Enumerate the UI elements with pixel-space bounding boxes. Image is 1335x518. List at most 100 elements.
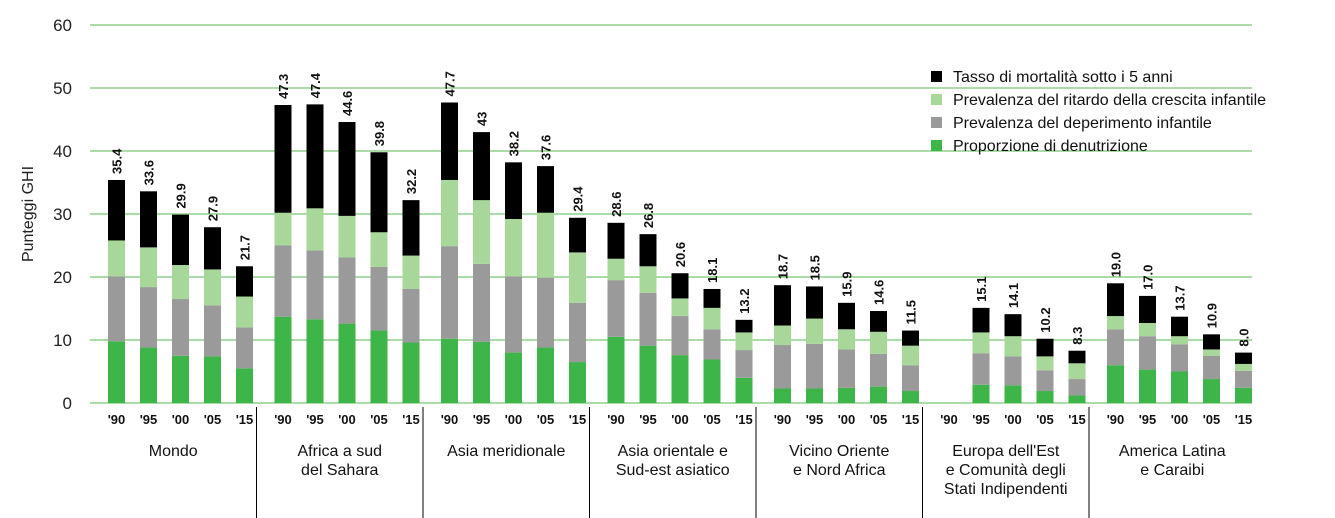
x-tick-label: '90 bbox=[1107, 412, 1125, 427]
bar-segment bbox=[607, 258, 625, 281]
bar-segment bbox=[639, 345, 657, 403]
bar-segment bbox=[639, 292, 657, 346]
x-tick-label: '00 bbox=[172, 412, 190, 427]
group-label: Asia orientale e bbox=[618, 443, 728, 460]
x-tick-label: '00 bbox=[505, 412, 523, 427]
bar-segment bbox=[172, 214, 189, 266]
x-tick-label: '15 bbox=[1235, 412, 1253, 427]
group-label: Stati Indipendenti bbox=[944, 481, 1068, 498]
bar-segment bbox=[537, 277, 554, 348]
bar-segment bbox=[774, 285, 791, 326]
y-tick-label: 30 bbox=[53, 205, 72, 224]
y-tick-label: 20 bbox=[53, 268, 72, 287]
bar-segment bbox=[735, 350, 753, 378]
bar-total-label: 28.6 bbox=[609, 192, 624, 217]
bar-segment bbox=[1203, 355, 1220, 380]
bar-segment bbox=[569, 252, 586, 303]
x-tick-label: '95 bbox=[1139, 412, 1157, 427]
legend-label: Tasso di mortalità sotto i 5 anni bbox=[953, 69, 1173, 86]
bar-total-label: 18.1 bbox=[705, 258, 720, 283]
bar-segment bbox=[274, 245, 292, 317]
bar-segment bbox=[140, 247, 157, 288]
bar-segment bbox=[1235, 363, 1252, 371]
legend-swatch bbox=[931, 94, 942, 105]
bar-segment bbox=[972, 353, 990, 385]
bar-segment bbox=[370, 152, 388, 233]
bar-segment bbox=[1004, 336, 1022, 357]
bar-segment bbox=[1036, 338, 1054, 357]
bar-segment bbox=[671, 273, 689, 299]
bar-segment bbox=[870, 353, 887, 387]
bar-segment bbox=[370, 232, 388, 267]
bar-total-label: 17.0 bbox=[1141, 265, 1156, 290]
bar-segment bbox=[140, 347, 157, 403]
bar-segment bbox=[1139, 295, 1156, 323]
bar-total-label: 35.4 bbox=[110, 148, 125, 174]
bar-segment bbox=[1004, 385, 1022, 403]
bar-segment bbox=[338, 257, 356, 324]
bar-segment bbox=[735, 319, 753, 333]
y-tick-label: 10 bbox=[53, 331, 72, 350]
bar-segment bbox=[607, 280, 625, 337]
bar-segment bbox=[204, 269, 221, 306]
bar-segment bbox=[607, 336, 625, 403]
bar-segment bbox=[473, 132, 490, 201]
bar-segment bbox=[838, 302, 855, 330]
bar-segment bbox=[236, 327, 253, 369]
x-tick-label: '90 bbox=[774, 412, 792, 427]
bar-segment bbox=[703, 359, 721, 403]
bar-segment bbox=[870, 311, 887, 332]
legend: Tasso di mortalità sotto i 5 anni Prevale… bbox=[931, 69, 1266, 155]
group-label: Sud-est asiatico bbox=[616, 462, 730, 479]
bar-segment bbox=[274, 316, 292, 403]
bar-segment bbox=[172, 355, 189, 403]
bar-segment bbox=[441, 246, 458, 339]
bar-total-label: 39.8 bbox=[372, 121, 387, 146]
bar-segment bbox=[774, 325, 791, 346]
bar-segment bbox=[441, 179, 458, 247]
y-axis-tick-labels: 0 10 20 30 40 50 60 bbox=[53, 16, 72, 413]
bar-segment bbox=[1235, 352, 1252, 364]
bar-segment bbox=[838, 329, 855, 350]
bar-segment bbox=[236, 296, 253, 328]
bar-segment bbox=[1107, 365, 1124, 403]
bar-total-label: 38.2 bbox=[507, 131, 522, 156]
bar-segment bbox=[639, 266, 657, 293]
bar-segment bbox=[1203, 379, 1220, 403]
bar-segment bbox=[1107, 329, 1124, 366]
bar-total-label: 43 bbox=[475, 112, 490, 126]
bar-segment bbox=[140, 191, 157, 248]
bar-total-label: 13.7 bbox=[1173, 285, 1188, 310]
bar-segment bbox=[274, 105, 292, 213]
x-tick-label: '95 bbox=[473, 412, 491, 427]
bar-segment bbox=[639, 234, 657, 267]
bar-segment bbox=[1068, 363, 1086, 380]
bar-total-label: 10.9 bbox=[1205, 303, 1220, 328]
x-tick-label: '05 bbox=[1036, 412, 1054, 427]
x-tick-label: '00 bbox=[1004, 412, 1022, 427]
bar-segment bbox=[441, 338, 458, 403]
bar-segment bbox=[703, 329, 721, 360]
x-tick-label: '15 bbox=[236, 412, 254, 427]
bar-total-label: 8.3 bbox=[1070, 327, 1085, 345]
bar-segment bbox=[671, 316, 689, 356]
x-tick-label: '05 bbox=[870, 412, 888, 427]
bar-segment bbox=[338, 323, 356, 403]
bar-segment bbox=[473, 263, 490, 342]
bar-segment bbox=[1139, 322, 1156, 337]
bar-segment bbox=[1107, 316, 1124, 330]
x-tick-label: '95 bbox=[140, 412, 158, 427]
bar-segment bbox=[1235, 370, 1252, 388]
bar-segment bbox=[108, 341, 125, 403]
bar-segment bbox=[108, 179, 125, 241]
group-label: Africa a sud bbox=[298, 443, 382, 460]
x-tick-label: '05 bbox=[204, 412, 222, 427]
group-label: e Caraibi bbox=[1140, 462, 1204, 479]
bar-segment bbox=[870, 331, 887, 354]
bar-segment bbox=[774, 345, 791, 389]
bar-total-label: 47.7 bbox=[443, 71, 458, 96]
bar-segment bbox=[806, 388, 823, 403]
bar-segment bbox=[569, 217, 586, 253]
bar-segment bbox=[902, 391, 919, 403]
bar-segment bbox=[370, 330, 388, 403]
